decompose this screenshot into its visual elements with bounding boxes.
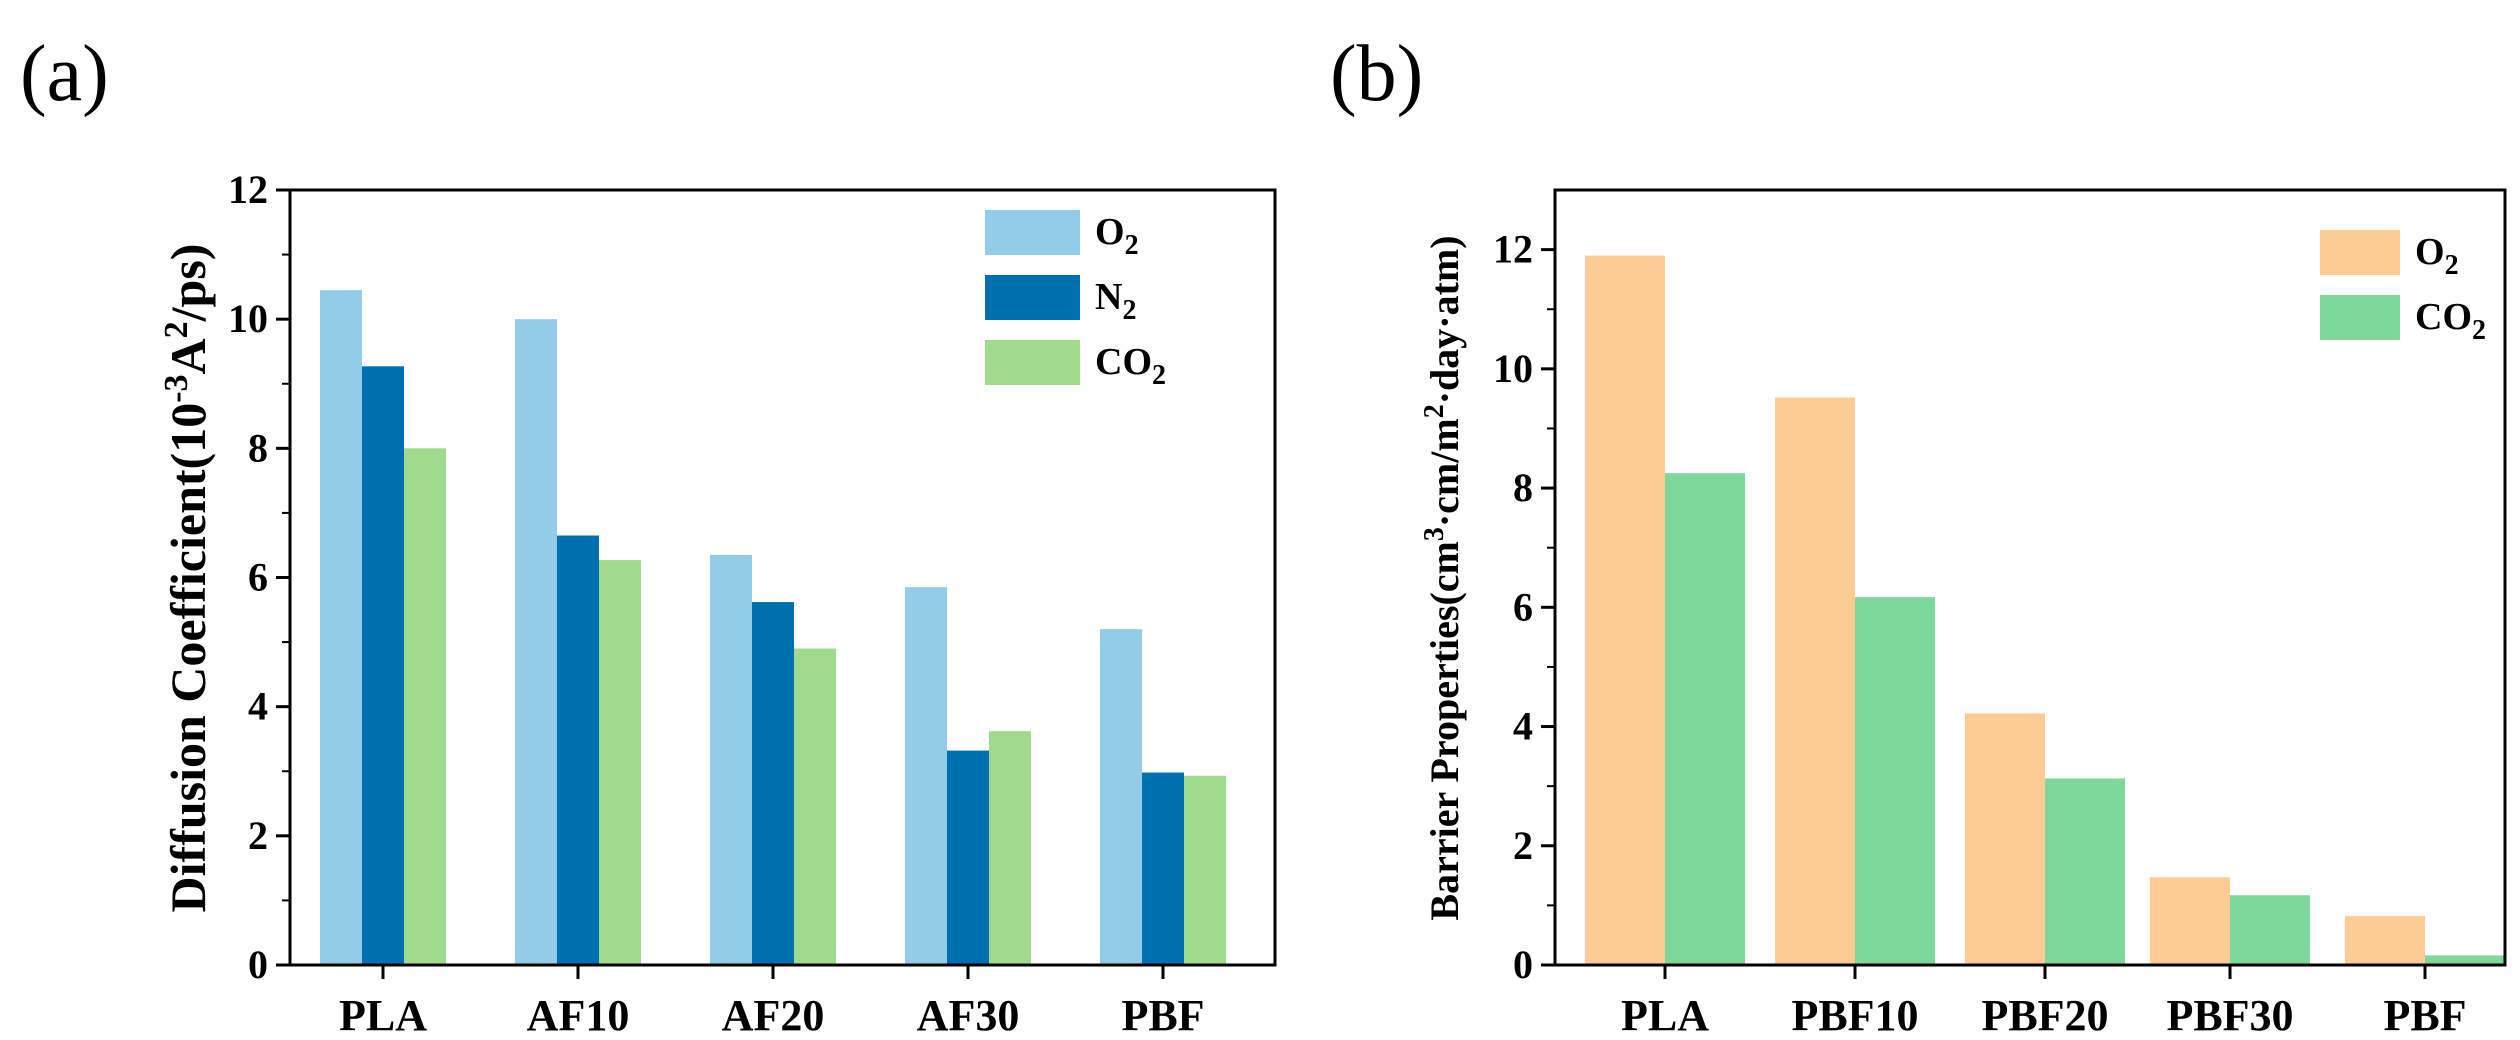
- bars-group-a: [320, 290, 1226, 966]
- legend-swatch-co2: [985, 340, 1080, 385]
- bar-a-af20-n2: [752, 602, 794, 965]
- x-category-label: AF20: [722, 991, 825, 1040]
- x-category-label: PBF10: [1791, 991, 1918, 1040]
- x-category-label: AF30: [917, 991, 1020, 1040]
- panel-label-b: (b): [1330, 30, 1423, 118]
- legend-label-co2: CO2: [2415, 296, 2486, 346]
- x-category-label: PBF20: [1981, 991, 2108, 1040]
- chart-panel-a: (a) 0 2 4 6 8 10 12 PLA AF10 AF20 AF30 PBF Diffusi…: [20, 30, 1277, 1040]
- bar-a-pbf-n2: [1142, 772, 1184, 965]
- legend-label-n2: N2: [1095, 276, 1136, 326]
- legend-a: O2 N2 CO2: [985, 210, 1166, 391]
- axis-frame-b: [1553, 188, 2507, 967]
- y-tick-label: 12: [1493, 227, 1533, 272]
- y-tick-label: 10: [1493, 346, 1533, 391]
- x-category-label: AF10: [527, 991, 630, 1040]
- bar-b-pla-co2: [1665, 473, 1745, 965]
- bar-a-af30-o2: [905, 587, 947, 965]
- x-categories-b: PLA PBF10 PBF20 PBF30 PBF: [1621, 965, 2467, 1040]
- legend-label-o2: O2: [2415, 231, 2459, 281]
- y-tick-label: 0: [248, 942, 268, 987]
- legend-swatch-o2: [985, 210, 1080, 255]
- bar-b-pbf10-co2: [1855, 597, 1935, 965]
- legend-label-co2: CO2: [1095, 341, 1166, 391]
- x-category-label: PBF: [1121, 991, 1204, 1040]
- bar-a-af10-n2: [557, 535, 599, 965]
- legend-label-o2: O2: [1095, 211, 1139, 261]
- x-category-label: PBF30: [2166, 991, 2293, 1040]
- bars-group-b: [1585, 255, 2505, 966]
- y-tick-label: 0: [1513, 942, 1533, 987]
- bar-a-pla-n2: [362, 366, 404, 965]
- y-ticks-b: 0 2 4 6 8 10 12: [1493, 227, 1555, 987]
- bar-a-pbf-co2: [1184, 775, 1226, 965]
- y-ticks-a: 0 2 4 6 8 10 12: [228, 167, 290, 987]
- bar-a-af10-co2: [599, 560, 641, 965]
- bar-b-pbf30-co2: [2230, 895, 2310, 965]
- bar-b-pbf20-co2: [2045, 778, 2125, 965]
- bar-a-pla-co2: [404, 448, 446, 965]
- bar-b-pbf10-o2: [1775, 397, 1855, 965]
- panel-label-a: (a): [20, 30, 109, 118]
- bar-b-pbf-co2: [2425, 955, 2505, 965]
- legend-swatch-co2: [2320, 295, 2400, 340]
- bar-a-af30-n2: [947, 750, 989, 965]
- x-category-label: PBF: [2383, 991, 2466, 1040]
- x-category-label: PLA: [1621, 991, 1709, 1040]
- legend-swatch-o2: [2320, 230, 2400, 275]
- y-tick-label: 8: [1513, 465, 1533, 510]
- y-tick-label: 2: [1513, 823, 1533, 868]
- y-tick-label: 10: [228, 296, 268, 341]
- y-tick-label: 2: [248, 813, 268, 858]
- y-tick-label: 4: [248, 684, 268, 729]
- bar-a-pbf-o2: [1100, 629, 1142, 965]
- y-tick-label: 6: [1513, 584, 1533, 629]
- bar-a-af20-co2: [794, 648, 836, 965]
- bar-a-af20-o2: [710, 554, 752, 965]
- bar-a-af10-o2: [515, 319, 557, 966]
- bar-b-pbf20-o2: [1965, 713, 2045, 965]
- bar-a-pla-o2: [320, 290, 362, 966]
- bar-b-pbf30-o2: [2150, 877, 2230, 965]
- y-axis-label-b: Barrier Properties(cm3·cm/m2·day·atm): [1419, 235, 1467, 920]
- x-categories-a: PLA AF10 AF20 AF30 PBF: [339, 965, 1205, 1040]
- y-tick-label: 8: [248, 425, 268, 470]
- y-tick-label: 12: [228, 167, 268, 212]
- legend-swatch-n2: [985, 275, 1080, 320]
- y-tick-label: 4: [1513, 704, 1533, 749]
- y-axis-label-a: Diffusion Coefficient(10-3A2/ps): [158, 244, 216, 913]
- x-category-label: PLA: [339, 991, 427, 1040]
- chart-panel-b: (b) 0 2 4 6 8 10 12 PLA PBF10 PBF20 PBF30 PBF Barr…: [1330, 30, 2507, 1040]
- bar-b-pla-o2: [1585, 255, 1665, 966]
- bar-b-pbf-o2: [2345, 916, 2425, 965]
- y-tick-label: 6: [248, 555, 268, 600]
- bar-a-af30-co2: [989, 731, 1031, 965]
